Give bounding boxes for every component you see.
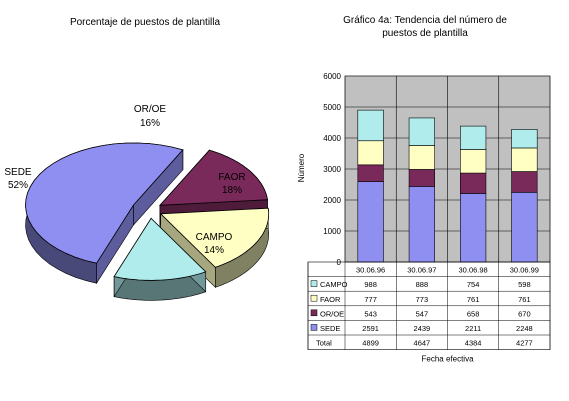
y-tick-label: 6000 — [323, 72, 341, 81]
pie-percent-label: 14% — [204, 245, 224, 256]
pie-slice-faor — [159, 207, 270, 289]
pie-percent-label: 52% — [8, 180, 28, 191]
legend-entry: SEDE — [320, 324, 340, 333]
bar-title: Gráfico 4a: Tendencia del número de pues… — [343, 15, 507, 39]
bar-segment-sede — [408, 186, 435, 263]
legend-swatch — [310, 280, 318, 287]
bar-segment-oroe — [511, 171, 538, 193]
bar-segment-sede — [460, 193, 487, 263]
total-cell: 4277 — [516, 339, 533, 348]
pie-label-campo: CAMPO — [196, 232, 233, 243]
pie-percent-label: 18% — [222, 185, 242, 196]
y-tick-label: 4000 — [323, 134, 341, 143]
table-cell: 2211 — [465, 324, 481, 333]
data-table: 30.06.96 30.06.97 30.06.98 30.06.99 CAMPO 988… — [307, 261, 551, 350]
legend-swatch — [310, 324, 318, 331]
bar-segment-campo — [357, 109, 384, 142]
pie-label-faor: FAOR — [218, 172, 245, 183]
table-cell: 888 — [416, 280, 429, 289]
y-tick-label: 5000 — [323, 103, 341, 112]
pie-label-oroe: OR/OE — [134, 104, 167, 115]
y-axis-label: Número — [297, 153, 306, 182]
table-cell: 2248 — [516, 324, 533, 333]
bar-segment-campo — [460, 125, 487, 150]
bar-segment-campo — [408, 117, 435, 146]
pie-slice-campo — [113, 217, 207, 301]
bar-segment-faor — [460, 149, 487, 174]
x-tick-label: 30.06.96 — [356, 266, 385, 275]
bar-segment-oroe — [460, 172, 487, 194]
pie-slice-sede — [25, 142, 184, 285]
bar-segment-sede — [357, 181, 384, 263]
legend-swatch — [310, 294, 318, 302]
x-tick-label: 30.06.99 — [510, 266, 539, 275]
table-cell: 773 — [416, 295, 429, 304]
bar-segment-faor — [357, 140, 384, 166]
table-cell: 777 — [364, 295, 377, 304]
table-cell: 988 — [364, 280, 377, 289]
bar-segment-oroe — [408, 169, 435, 187]
total-cell: 4899 — [362, 339, 379, 348]
y-tick-label: 2000 — [323, 196, 341, 205]
bar-segment-faor — [511, 147, 538, 172]
legend-entry: FAOR — [320, 295, 341, 304]
pie-chart: SEDE 52% OR/OE 16% FAOR 18% CAMPO 14% — [4, 104, 270, 301]
table-cell: 547 — [416, 309, 429, 318]
bar-segment-faor — [408, 145, 435, 170]
table-cell: 754 — [467, 280, 480, 289]
y-tick-label: 0 — [337, 258, 342, 267]
x-tick-label: 30.06.97 — [407, 266, 436, 275]
legend-entry: CAMPO — [320, 280, 348, 289]
table-cell: 543 — [364, 309, 377, 318]
legend-entry: OR/OE — [320, 309, 344, 318]
table-cell: 598 — [518, 280, 531, 289]
total-row-label: Total — [316, 339, 332, 348]
total-cell: 4647 — [414, 339, 431, 348]
x-axis-label: Fecha efectiva — [421, 355, 474, 364]
table-cell: 761 — [518, 295, 531, 304]
table-cell: 670 — [518, 309, 531, 318]
pie-title: Porcentaje de puestos de plantilla — [69, 17, 221, 28]
total-cell: 4384 — [465, 339, 482, 348]
table-cell: 658 — [467, 309, 480, 318]
table-cell: 761 — [467, 295, 480, 304]
bar-segment-sede — [511, 192, 538, 263]
y-tick-label: 3000 — [323, 165, 341, 174]
pie-percent-label: 16% — [140, 118, 160, 129]
pie-label-sede: SEDE — [4, 167, 32, 178]
legend-swatch — [310, 309, 318, 317]
bar-segment-oroe — [357, 164, 384, 182]
table-cell: 2591 — [362, 324, 379, 333]
y-tick-label: 1000 — [323, 227, 341, 236]
x-tick-label: 30.06.98 — [459, 266, 488, 275]
bar-segment-campo — [511, 129, 538, 149]
table-cell: 2439 — [414, 324, 431, 333]
